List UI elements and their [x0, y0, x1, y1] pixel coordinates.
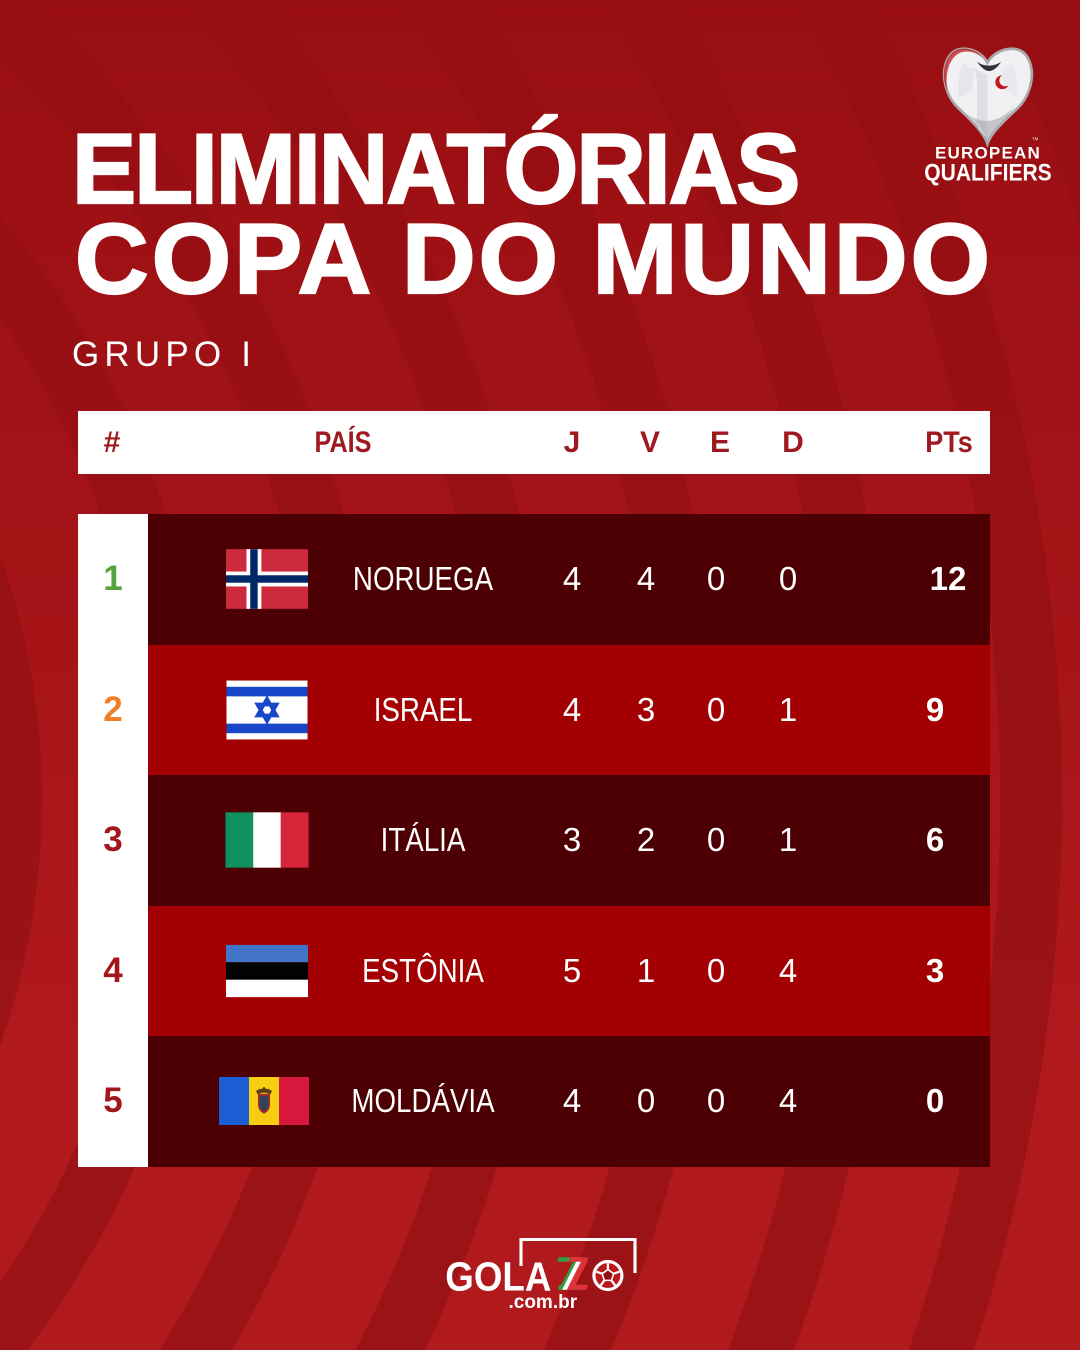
svg-text:.com.br: .com.br — [508, 1292, 577, 1313]
svg-text:GOLA: GOLA — [445, 1255, 551, 1300]
svg-text:QUALIFIERS: QUALIFIERS — [924, 159, 1051, 186]
svg-text:EUROPEAN: EUROPEAN — [935, 143, 1041, 162]
svg-text:™: ™ — [1032, 136, 1039, 145]
